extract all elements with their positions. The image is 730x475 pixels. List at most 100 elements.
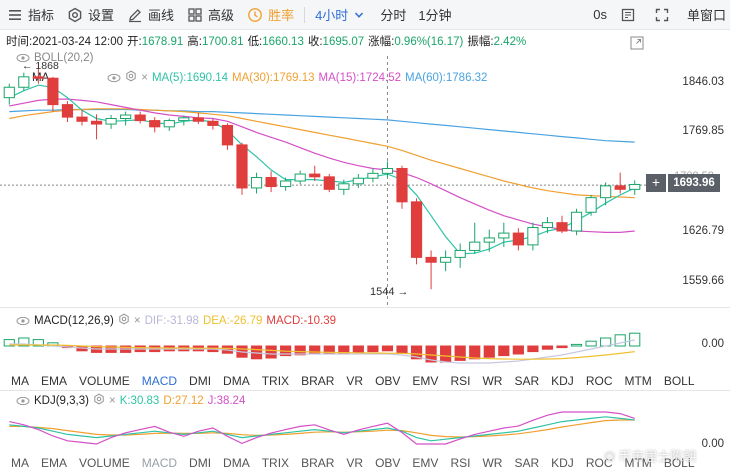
dea-line xyxy=(9,344,635,360)
indicator-tab-dma[interactable]: DMA xyxy=(223,456,250,470)
candle-body xyxy=(541,222,554,229)
indicator-tab-dmi[interactable]: DMI xyxy=(189,374,212,388)
boll-label: BOLL(20,2) xyxy=(34,52,94,64)
indicator-tab-kdj[interactable]: KDJ xyxy=(551,456,574,470)
macd-bar xyxy=(541,345,554,350)
expand-icon[interactable] xyxy=(630,36,644,50)
change-readout: 涨幅:0.96%(16.17) xyxy=(368,36,464,48)
indicator-tab-emv[interactable]: EMV xyxy=(412,456,439,470)
indicator-tab-roc[interactable]: ROC xyxy=(585,374,613,388)
draw-button[interactable]: 画线 xyxy=(120,0,180,30)
dea-label: DEA:-26.79 xyxy=(202,314,263,327)
indicator-tab-rsi[interactable]: RSI xyxy=(450,456,471,470)
chevron-down-icon xyxy=(350,6,368,24)
candle-body xyxy=(18,76,30,88)
indicator-tab-vr[interactable]: VR xyxy=(346,456,364,470)
indicator-tab-dmi[interactable]: DMI xyxy=(189,456,212,470)
candle-body xyxy=(120,114,132,120)
gear-icon[interactable] xyxy=(93,393,105,408)
candle-body xyxy=(309,173,321,178)
ohlc-readout: 时间:2021-03-24 12:00 开:1678.91 高:1700.81 … xyxy=(6,33,526,49)
indicators-button[interactable]: 指标 xyxy=(0,0,60,30)
macd-bar xyxy=(556,345,568,349)
gear-icon[interactable] xyxy=(118,313,130,328)
time-readout: 时间:2021-03-24 12:00 xyxy=(6,36,123,48)
indicator-tab-ma[interactable]: MA xyxy=(11,374,29,388)
candle-body xyxy=(61,104,74,118)
indicator-tab-macd[interactable]: MACD xyxy=(141,456,178,470)
indicator-tab-volume[interactable]: VOLUME xyxy=(79,374,130,388)
timeshare-tab[interactable]: 分时 xyxy=(374,0,412,30)
ma30-label: MA(30):1769.13 xyxy=(232,71,315,84)
indicator-tab-obv[interactable]: OBV xyxy=(375,374,401,388)
eye-icon[interactable] xyxy=(107,73,121,83)
candle-body xyxy=(134,114,146,122)
close-icon[interactable]: × xyxy=(108,394,116,407)
indicator-tab-mtm[interactable]: MTM xyxy=(624,374,652,388)
indicator-tab-trix[interactable]: TRIX xyxy=(261,456,290,470)
indicator-tab-sar[interactable]: SAR xyxy=(514,456,540,470)
kdj-k-line xyxy=(9,416,635,442)
candle-body xyxy=(265,177,277,188)
seconds-readout: 0s xyxy=(587,0,613,30)
macd-bar xyxy=(585,340,597,347)
advanced-button[interactable]: 高级 xyxy=(180,0,240,30)
draw-label: 画线 xyxy=(148,8,175,23)
eye-icon[interactable] xyxy=(16,396,30,406)
indicator-tab-brar[interactable]: BRAR xyxy=(301,374,335,388)
indicator-tab-rsi[interactable]: RSI xyxy=(450,374,471,388)
clock-icon xyxy=(246,6,264,24)
eye-icon[interactable] xyxy=(16,316,30,326)
amp-readout: 振幅:2.42% xyxy=(467,36,527,48)
price-tick: 1846.03 xyxy=(682,76,724,88)
indicator-tab-mtm[interactable]: MTM xyxy=(624,456,652,470)
indicator-tab-dma[interactable]: DMA xyxy=(223,374,250,388)
candle-body xyxy=(352,177,364,185)
indicator-tab-obv[interactable]: OBV xyxy=(375,456,401,470)
single-window-button[interactable]: 单窗口 xyxy=(681,0,730,30)
indicator-tab-ma[interactable]: MA xyxy=(11,456,29,470)
indicator-tab-wr[interactable]: WR xyxy=(482,374,503,388)
close-icon[interactable]: × xyxy=(141,71,148,84)
eye-icon[interactable] xyxy=(16,53,30,63)
macd-bar xyxy=(483,345,495,358)
indicator-tab-emv[interactable]: EMV xyxy=(412,374,439,388)
ma5-line xyxy=(9,84,635,255)
indicator-tab-boll[interactable]: BOLL xyxy=(663,456,695,470)
macd-bar xyxy=(18,337,30,347)
seconds-label: 0s xyxy=(593,7,607,22)
indicator-tab-sar[interactable]: SAR xyxy=(514,374,540,388)
fullscreen-button[interactable] xyxy=(647,0,681,30)
candle-body xyxy=(221,124,234,146)
indicator-tab-brar[interactable]: BRAR xyxy=(301,456,335,470)
indicator-tab-boll[interactable]: BOLL xyxy=(663,374,695,388)
indicator-tab-ema[interactable]: EMA xyxy=(41,456,68,470)
candle-body xyxy=(512,232,524,246)
indicator-tab-ema[interactable]: EMA xyxy=(41,374,68,388)
price-tick: 1626.79 xyxy=(682,225,724,237)
close-icon[interactable]: × xyxy=(133,314,141,327)
macd-chart[interactable] xyxy=(0,322,660,372)
macd-bar xyxy=(498,345,510,357)
macd-bar xyxy=(410,345,423,360)
candle-body xyxy=(105,118,117,125)
indicator-tab-macd[interactable]: MACD xyxy=(141,374,178,388)
indicator-tab-wr[interactable]: WR xyxy=(482,456,503,470)
screenshot-button[interactable] xyxy=(613,0,647,30)
settings-button[interactable]: 设置 xyxy=(60,0,120,30)
macd-bar xyxy=(32,339,44,347)
indicator-tab-volume[interactable]: VOLUME xyxy=(79,456,130,470)
gear-icon[interactable] xyxy=(125,70,137,85)
candle-body xyxy=(410,201,423,258)
minute1-tab[interactable]: 1分钟 xyxy=(412,0,457,30)
add-alert-button[interactable]: + xyxy=(646,174,666,192)
winrate-button[interactable]: 胜率 xyxy=(240,0,300,30)
close-readout: 收:1695.07 xyxy=(307,36,365,48)
kdj-chart[interactable] xyxy=(0,404,660,450)
indicator-tab-roc[interactable]: ROC xyxy=(585,456,613,470)
indicator-tab-vr[interactable]: VR xyxy=(346,374,364,388)
interval-dropdown[interactable]: 4小时 xyxy=(309,0,374,30)
candlestick-chart[interactable] xyxy=(0,56,660,306)
indicator-tab-kdj[interactable]: KDJ xyxy=(551,374,574,388)
indicator-tab-trix[interactable]: TRIX xyxy=(261,374,290,388)
